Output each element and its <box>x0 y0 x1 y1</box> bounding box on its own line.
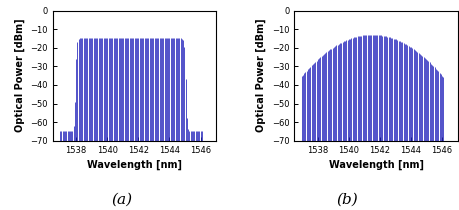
X-axis label: Wavelength [nm]: Wavelength [nm] <box>87 160 182 170</box>
X-axis label: Wavelength [nm]: Wavelength [nm] <box>328 160 423 170</box>
Y-axis label: Optical Power [dBm]: Optical Power [dBm] <box>256 19 266 133</box>
Text: (b): (b) <box>336 193 358 207</box>
Y-axis label: Optical Power [dBm]: Optical Power [dBm] <box>15 19 25 133</box>
Text: (a): (a) <box>111 193 132 207</box>
